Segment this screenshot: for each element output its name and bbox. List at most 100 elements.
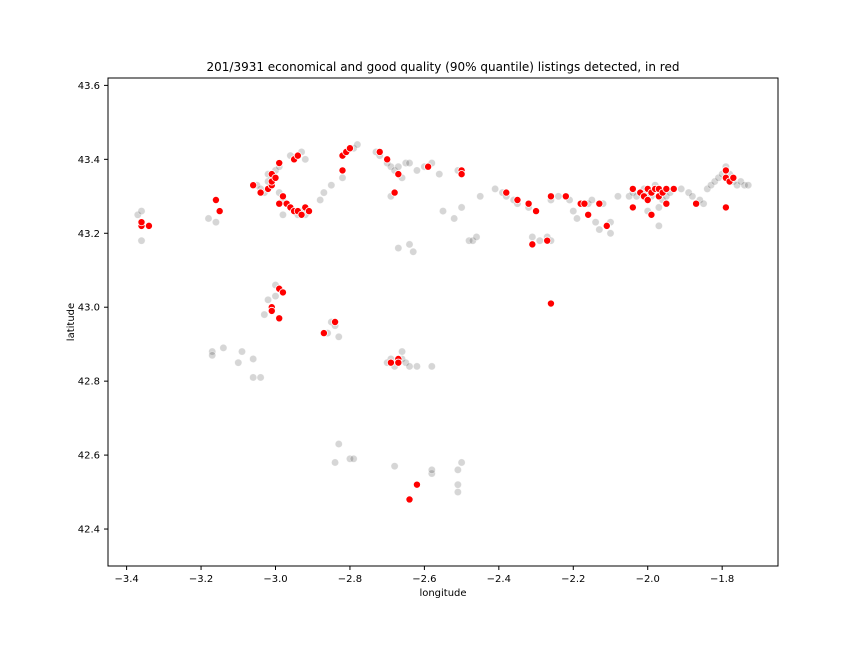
detected-listing-point bbox=[345, 144, 354, 153]
listing-point bbox=[744, 181, 753, 190]
detected-listing-point bbox=[595, 199, 604, 208]
listing-point bbox=[334, 332, 343, 341]
listing-point bbox=[260, 310, 269, 319]
y-tick-label: 42.4 bbox=[78, 525, 100, 536]
detected-listing-point bbox=[211, 195, 220, 204]
y-tick-label: 43.2 bbox=[78, 229, 100, 240]
detected-listing-point bbox=[319, 329, 328, 338]
x-tick-label: −3.0 bbox=[263, 574, 287, 585]
listing-point bbox=[301, 155, 310, 164]
listing-point bbox=[654, 221, 663, 230]
detected-listing-point bbox=[543, 236, 552, 245]
listing-point bbox=[249, 355, 258, 363]
listing-point bbox=[457, 203, 466, 212]
detected-listing-point bbox=[271, 173, 280, 182]
detected-listing-point bbox=[383, 155, 392, 164]
detected-listing-point bbox=[524, 199, 533, 208]
listing-point bbox=[394, 244, 403, 252]
detected-listing-point bbox=[275, 314, 284, 323]
listing-point bbox=[573, 214, 581, 223]
listing-point bbox=[331, 458, 339, 467]
plot-background bbox=[108, 78, 778, 566]
listing-point bbox=[334, 440, 343, 448]
detected-listing-point bbox=[729, 173, 738, 182]
detected-listing-point bbox=[394, 358, 403, 367]
x-tick-label: −3.4 bbox=[114, 574, 138, 585]
detected-listing-point bbox=[331, 317, 340, 326]
listing-point bbox=[587, 196, 596, 204]
detected-listing-point bbox=[628, 184, 637, 193]
detected-listing-point bbox=[215, 207, 224, 216]
listing-point bbox=[319, 188, 328, 197]
detected-listings-points bbox=[137, 144, 738, 504]
detected-listing-point bbox=[256, 188, 265, 197]
listing-point bbox=[688, 192, 697, 201]
detected-listing-point bbox=[267, 306, 276, 315]
listing-point bbox=[491, 185, 500, 193]
listing-point bbox=[439, 207, 447, 215]
listing-point bbox=[316, 196, 325, 204]
listing-point bbox=[606, 229, 615, 238]
listing-point bbox=[457, 458, 466, 467]
chart-title: 201/3931 economical and good quality (90… bbox=[207, 60, 680, 74]
detected-listing-point bbox=[546, 299, 555, 308]
listing-point bbox=[338, 173, 347, 182]
detected-listing-point bbox=[249, 181, 258, 190]
detected-listing-point bbox=[532, 207, 541, 216]
listing-point bbox=[264, 295, 272, 304]
detected-listing-point bbox=[721, 203, 730, 212]
y-axis-ticks: 42.4 42.6 42.8 43.0 43.2 43.4 43.6 bbox=[78, 81, 108, 536]
listing-point bbox=[435, 170, 444, 179]
detected-listing-point bbox=[375, 147, 384, 156]
listing-point bbox=[256, 373, 265, 382]
detected-listing-point bbox=[669, 184, 678, 193]
listing-point bbox=[234, 358, 243, 367]
detected-listing-point bbox=[692, 199, 701, 208]
detected-listing-point bbox=[394, 170, 403, 179]
listing-point bbox=[535, 236, 544, 245]
listing-point bbox=[204, 214, 213, 223]
detected-listing-point bbox=[628, 203, 637, 212]
detected-listing-point bbox=[293, 151, 302, 160]
listing-point bbox=[476, 192, 485, 201]
y-tick-label: 43.0 bbox=[78, 303, 100, 314]
listing-point bbox=[349, 454, 358, 463]
detected-listing-point bbox=[647, 210, 656, 219]
listing-point bbox=[271, 292, 280, 301]
detected-listing-point bbox=[643, 195, 652, 204]
listing-point bbox=[453, 480, 462, 489]
listing-point bbox=[238, 347, 246, 356]
listing-point bbox=[554, 192, 563, 201]
detected-listing-point bbox=[561, 192, 570, 201]
x-tick-label: −1.8 bbox=[710, 574, 734, 585]
y-tick-label: 42.6 bbox=[78, 451, 100, 462]
detected-listing-point bbox=[304, 207, 313, 216]
listing-point bbox=[413, 166, 421, 175]
detected-listing-point bbox=[297, 210, 306, 219]
listing-point bbox=[569, 207, 578, 215]
detected-listing-point bbox=[584, 210, 593, 219]
detected-listing-point bbox=[424, 162, 433, 171]
detected-listing-point bbox=[278, 192, 287, 201]
listing-point bbox=[409, 247, 418, 256]
listing-point bbox=[212, 218, 220, 227]
listing-point bbox=[405, 240, 414, 249]
detected-listing-point bbox=[662, 199, 671, 208]
y-tick-label: 42.8 bbox=[78, 377, 100, 388]
detected-listing-point bbox=[338, 166, 347, 175]
listing-point bbox=[453, 465, 462, 474]
x-tick-label: −2.4 bbox=[487, 574, 511, 585]
x-axis-ticks: −3.4 −3.2 −3.0 −2.8 −2.6 −2.4 −2.2 −2.0 −1.8 bbox=[114, 566, 734, 585]
x-tick-label: −2.6 bbox=[412, 574, 436, 585]
y-axis-label: latitude bbox=[66, 303, 77, 341]
detected-listing-point bbox=[502, 188, 511, 197]
listing-point bbox=[327, 181, 336, 190]
listing-point bbox=[405, 159, 414, 167]
detected-listing-point bbox=[662, 184, 671, 193]
detected-listing-point bbox=[386, 358, 395, 367]
detected-listing-point bbox=[275, 199, 284, 208]
listing-point bbox=[219, 343, 228, 352]
listing-point bbox=[614, 192, 622, 201]
x-axis-label: longitude bbox=[419, 588, 466, 599]
